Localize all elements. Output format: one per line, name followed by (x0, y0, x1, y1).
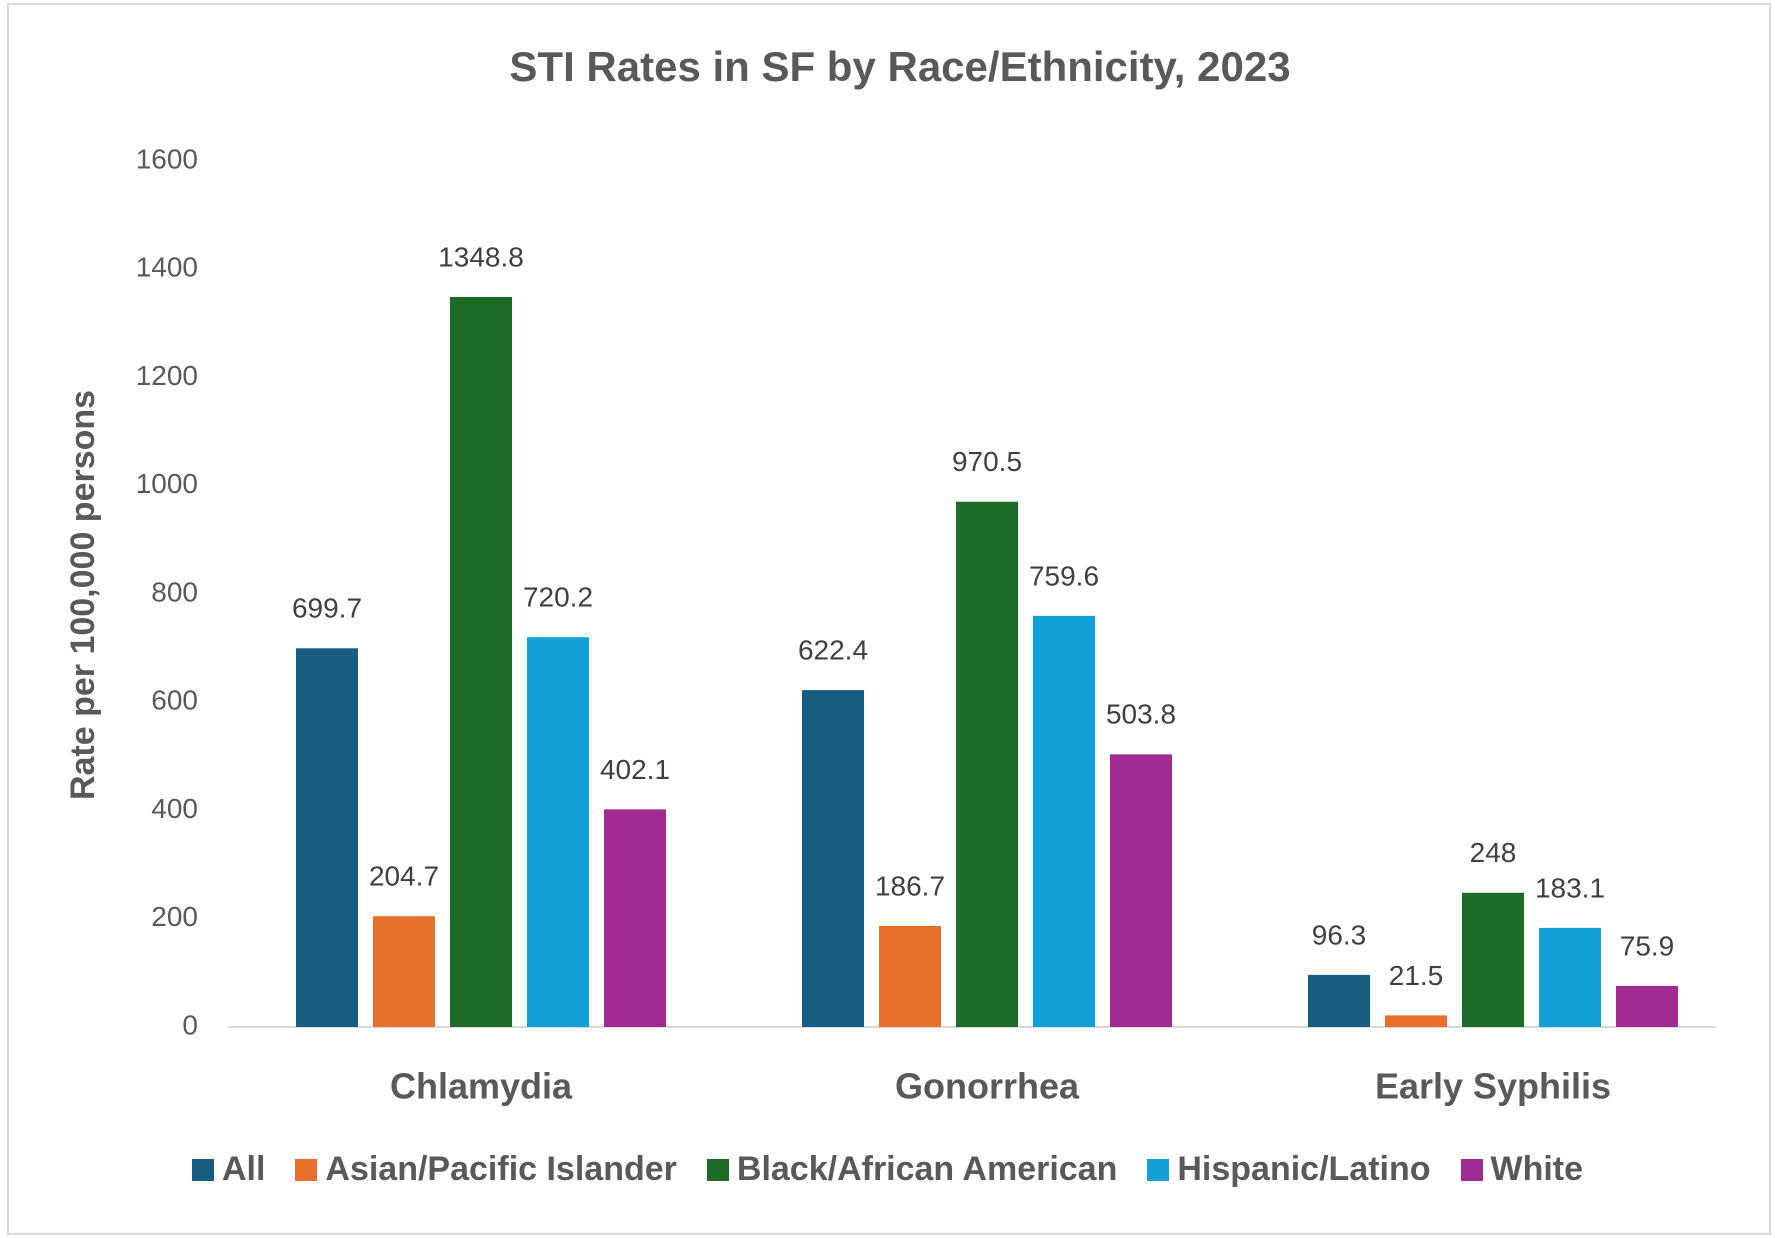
data-label: 720.2 (523, 582, 593, 613)
bar (802, 690, 864, 1027)
y-tick-label: 1400 (136, 252, 198, 283)
y-tick-label: 800 (151, 576, 198, 607)
data-label: 183.1 (1535, 872, 1605, 903)
legend-item: All (191, 1150, 266, 1189)
chart-border (7, 3, 1771, 1235)
data-label: 402.1 (600, 754, 670, 785)
legend-item: Black/African American (706, 1150, 1118, 1189)
data-label: 96.3 (1312, 919, 1367, 950)
data-label: 1348.8 (438, 241, 524, 272)
data-label: 503.8 (1106, 699, 1176, 730)
bar (1308, 974, 1370, 1027)
bar (1385, 1015, 1447, 1027)
legend-swatch (191, 1158, 214, 1181)
legend-label: White (1490, 1150, 1584, 1188)
data-label: 970.5 (952, 446, 1022, 477)
y-tick-label: 400 (151, 793, 198, 824)
chart-title: STI Rates in SF by Race/Ethnicity, 2023 (509, 43, 1290, 90)
legend-label: All (221, 1150, 266, 1188)
x-tick-label: Gonorrhea (895, 1066, 1080, 1107)
bar (1110, 754, 1172, 1027)
y-tick-label: 200 (151, 901, 198, 932)
legend-swatch (295, 1158, 318, 1181)
data-label: 75.9 (1620, 930, 1675, 961)
x-tick-label: Chlamydia (390, 1066, 573, 1107)
bar (527, 637, 589, 1027)
bar (1462, 892, 1524, 1027)
legend-label: Black/African American (736, 1150, 1118, 1188)
data-label: 699.7 (292, 593, 362, 624)
legend: All Asian/Pacific Islander Black/African A… (0, 1150, 1775, 1189)
y-tick-label: 1200 (136, 360, 198, 391)
data-label: 759.6 (1029, 560, 1099, 591)
legend-item: White (1460, 1150, 1584, 1189)
bar (450, 296, 512, 1027)
y-tick-label: 1600 (136, 143, 198, 174)
data-label: 248 (1470, 837, 1517, 868)
legend-item: Asian/Pacific Islander (295, 1150, 677, 1189)
bar (1539, 927, 1601, 1027)
bar (604, 809, 666, 1027)
bar (879, 925, 941, 1027)
legend-label: Asian/Pacific Islander (325, 1150, 677, 1188)
legend-label: Hispanic/Latino (1177, 1150, 1431, 1188)
bar (1616, 985, 1678, 1027)
legend-swatch (706, 1158, 729, 1181)
y-tick-label: 0 (182, 1009, 198, 1040)
data-label: 204.7 (369, 861, 439, 892)
y-axis-title: Rate per 100,000 persons (64, 390, 102, 800)
legend-swatch (1460, 1158, 1483, 1181)
legend-item: Hispanic/Latino (1147, 1150, 1431, 1189)
legend-swatch (1147, 1158, 1170, 1181)
bar (1033, 615, 1095, 1027)
bar (373, 916, 435, 1027)
x-tick-label: Early Syphilis (1375, 1066, 1611, 1107)
bar (296, 648, 358, 1027)
bar (956, 501, 1018, 1027)
data-label: 622.4 (798, 635, 868, 666)
data-label: 21.5 (1389, 960, 1444, 991)
y-tick-label: 600 (151, 685, 198, 716)
data-label: 186.7 (875, 870, 945, 901)
y-tick-label: 1000 (136, 468, 198, 499)
